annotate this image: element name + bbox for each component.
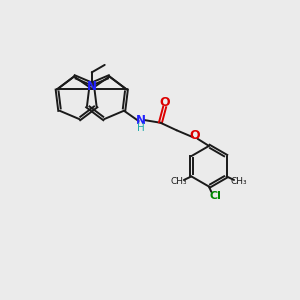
- Text: CH₃: CH₃: [170, 177, 187, 186]
- Text: O: O: [159, 96, 170, 109]
- Text: H: H: [136, 123, 144, 133]
- Text: CH₃: CH₃: [231, 177, 248, 186]
- Text: O: O: [189, 129, 200, 142]
- Text: Cl: Cl: [210, 191, 221, 201]
- Text: N: N: [135, 114, 146, 127]
- Text: N: N: [87, 80, 97, 93]
